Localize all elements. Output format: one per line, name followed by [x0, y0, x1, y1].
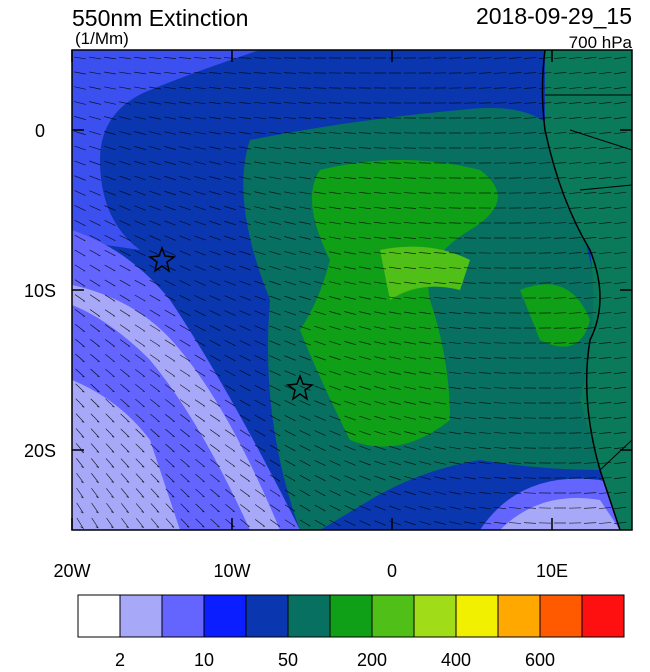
colorbar-label: 200: [357, 650, 387, 667]
colorbar-box: [414, 595, 456, 637]
units: (1/Mm): [75, 29, 129, 48]
colorbar-box: [372, 595, 414, 637]
y-tick-label: 10S: [24, 281, 56, 301]
colorbar-box: [582, 595, 624, 637]
colorbar-box: [162, 595, 204, 637]
colorbar-box: [288, 595, 330, 637]
colorbar-box: [204, 595, 246, 637]
colorbar-box: [498, 595, 540, 637]
colorbar-box: [540, 595, 582, 637]
level: 700 hPa: [569, 33, 633, 52]
colorbar-box: [246, 595, 288, 637]
colorbar-label: 50: [278, 650, 298, 667]
x-tick-label: 20W: [53, 561, 90, 581]
colorbar-box: [78, 595, 120, 637]
x-tick-label: 10E: [536, 561, 568, 581]
colorbar-label: 2: [115, 650, 125, 667]
extinction-field: [72, 50, 632, 530]
colorbar-label: 600: [525, 650, 555, 667]
y-tick-label: 20S: [24, 441, 56, 461]
valid-time: 2018-09-29_15: [476, 3, 632, 29]
colorbar: 2 10 50 200 400 600: [78, 595, 624, 667]
colorbar-box: [456, 595, 498, 637]
title: 550nm Extinction: [72, 5, 248, 31]
x-tick-label: 10W: [213, 561, 250, 581]
colorbar-box: [330, 595, 372, 637]
colorbar-label: 10: [194, 650, 214, 667]
y-tick-label: 0: [35, 121, 45, 141]
x-tick-label: 0: [387, 561, 397, 581]
colorbar-label: 400: [441, 650, 471, 667]
colorbar-box: [120, 595, 162, 637]
